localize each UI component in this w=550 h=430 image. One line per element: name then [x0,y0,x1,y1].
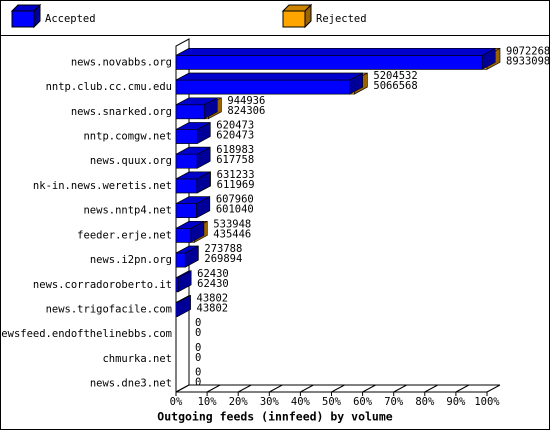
bar [175,228,192,243]
value-label: 601040 [216,204,254,216]
legend-swatch [282,10,306,28]
y-tick-label: news.i2pn.org [90,254,172,266]
x-tick [237,384,252,393]
value-label: 611969 [217,179,255,191]
x-tick-label: 40% [291,396,311,408]
chart-title: Outgoing feeds (innfeed) by volume [157,410,392,424]
value-label: 617758 [216,154,254,166]
bar-side [177,294,191,318]
value-label: 0 [195,352,201,364]
y-tick-label: newsfeed.endofthelinebbs.com [0,328,172,340]
x-tick [331,384,345,393]
x-tick-label: 60% [353,396,373,408]
x-tick-label: 20% [229,396,249,408]
x-tick [300,384,314,393]
x-tick-label: 70% [384,396,404,408]
x-tick [362,384,376,393]
x-tick [175,384,190,393]
bar-top [175,72,363,81]
value-label: 0 [195,377,201,389]
bar [175,178,198,194]
y-tick-label: nk-in.news.weretis.net [33,180,172,192]
bar-side [184,245,199,268]
bar [175,129,198,144]
legend-swatch-side [33,3,41,29]
bar-side [196,171,211,194]
value-label: 5066568 [373,80,417,92]
legend-swatch-side [304,3,312,29]
x-tick-label: 50% [322,396,342,408]
bar-top [175,48,496,56]
x-tick-label: 80% [415,396,435,408]
y-tick-label: nntp.club.cc.cmu.edu [46,81,172,93]
value-label: 620473 [216,120,254,132]
bar-side [196,196,210,219]
bar-side [190,220,205,243]
bar [175,252,186,268]
x-tick [455,384,470,393]
bar-side [481,47,496,70]
bar-side [349,72,363,95]
bar [175,79,350,95]
value-label: 269894 [204,253,242,265]
x-tick [424,384,439,393]
y-tick-label: news.snarked.org [71,106,172,118]
x-tick-label: 30% [260,396,280,408]
legend-label: Accepted [45,13,96,25]
x-tick-label: 10% [198,396,218,408]
value-label: 0 [195,317,201,329]
value-label: 5204532 [373,70,417,82]
value-label: 62430 [197,268,229,280]
y-tick-label: news.corradoroberto.it [33,279,172,291]
value-label: 62430 [197,278,229,290]
value-label: 9072268 [506,45,550,57]
y-tick-label: news.dne3.net [90,378,172,390]
y-tick-label: chmurka.net [102,353,172,365]
bar [175,277,179,293]
value-label: 631233 [217,169,255,181]
value-label: 435446 [213,228,251,240]
bar-side [203,97,218,120]
legend-swatch [11,10,35,28]
y-tick-label: feeder.erje.net [77,229,172,241]
value-label: 43802 [197,293,229,305]
legend-label: Rejected [316,13,367,25]
bar-side [196,121,211,145]
value-label: 607960 [216,194,254,206]
x-tick [393,384,407,393]
x-tick-label: 90% [446,396,466,408]
value-label: 620473 [216,130,254,142]
bar [175,153,198,169]
bar-side [177,270,192,293]
bar-side [196,146,211,169]
x-tick [206,384,221,393]
value-label: 8933098 [506,55,550,67]
y-tick-label: news.quux.org [90,155,172,167]
value-label: 618983 [216,144,254,156]
value-label: 273788 [204,243,242,255]
x-tick-label: 0% [170,396,183,408]
bar [175,203,197,218]
y-tick-label: news.trigofacile.com [46,304,172,316]
y-tick-label: nntp.comgw.net [83,131,172,143]
x-tick [486,384,501,393]
y-tick-label: news.nntp4.net [83,205,172,217]
value-label: 0 [195,342,201,354]
value-label: 533948 [213,218,251,230]
value-label: 944936 [227,95,265,107]
value-label: 0 [195,327,201,339]
value-label: 824306 [227,105,265,117]
value-label: 0 [195,367,201,379]
x-tick-label: 100% [474,396,500,408]
x-tick [269,384,283,393]
y-tick-label: news.novabbs.org [71,56,172,68]
value-label: 43802 [197,303,229,315]
bar [175,104,205,120]
bar [175,55,483,70]
